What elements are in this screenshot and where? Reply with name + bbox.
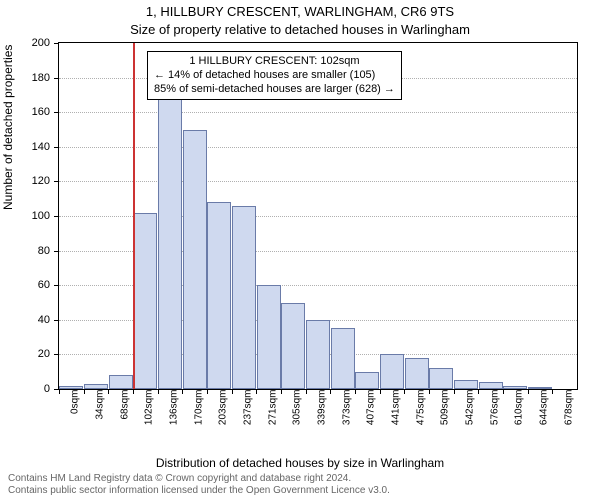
x-tick-label: 136sqm (169, 390, 180, 426)
x-tick-mark (404, 389, 405, 394)
x-tick-label: 339sqm (317, 390, 328, 426)
histogram-bar (133, 213, 157, 389)
x-axis-label: Distribution of detached houses by size … (0, 456, 600, 470)
y-tick-label: 120 (10, 175, 50, 187)
chart-subtitle: Size of property relative to detached ho… (0, 22, 600, 37)
x-tick-label: 407sqm (366, 390, 377, 426)
y-tick-label: 80 (10, 245, 50, 257)
chart-title: 1, HILLBURY CRESCENT, WARLINGHAM, CR6 9T… (0, 4, 600, 19)
x-tick-mark (478, 389, 479, 394)
y-tick-mark (54, 43, 59, 44)
histogram-bar (306, 320, 330, 389)
y-tick-label: 40 (10, 314, 50, 326)
y-axis-ticks: 020406080100120140160180200 (14, 42, 54, 390)
x-tick-label: 644sqm (539, 390, 550, 426)
gridline-h (59, 147, 577, 148)
y-tick-label: 0 (10, 383, 50, 395)
gridline-h (59, 181, 577, 182)
x-tick-label: 170sqm (193, 390, 204, 426)
x-tick-label: 271sqm (267, 390, 278, 426)
y-tick-label: 100 (10, 210, 50, 222)
histogram-bar (331, 328, 355, 389)
x-tick-label: 237sqm (243, 390, 254, 426)
x-tick-mark (306, 389, 307, 394)
x-tick-label: 102sqm (144, 390, 155, 426)
x-tick-mark (503, 389, 504, 394)
y-tick-mark (54, 320, 59, 321)
x-tick-label: 441sqm (391, 390, 402, 426)
annotation-line: ← 14% of detached houses are smaller (10… (154, 69, 395, 83)
histogram-bar (84, 384, 108, 389)
x-tick-mark (182, 389, 183, 394)
footer-attribution: Contains HM Land Registry data © Crown c… (8, 473, 592, 496)
y-tick-mark (54, 78, 59, 79)
x-tick-label: 34sqm (95, 390, 106, 420)
chart-container: 1, HILLBURY CRESCENT, WARLINGHAM, CR6 9T… (0, 0, 600, 500)
y-tick-label: 160 (10, 106, 50, 118)
histogram-bar (503, 386, 527, 389)
x-tick-label: 203sqm (218, 390, 229, 426)
x-tick-mark (528, 389, 529, 394)
y-tick-mark (54, 251, 59, 252)
histogram-bar (109, 375, 133, 389)
y-tick-label: 200 (10, 37, 50, 49)
y-tick-mark (54, 216, 59, 217)
histogram-bar (158, 98, 182, 389)
x-tick-mark (84, 389, 85, 394)
y-tick-label: 180 (10, 72, 50, 84)
x-tick-label: 373sqm (341, 390, 352, 426)
annotation-box: 1 HILLBURY CRESCENT: 102sqm← 14% of deta… (147, 51, 402, 100)
histogram-bar (429, 368, 453, 389)
x-tick-mark (552, 389, 553, 394)
histogram-bar (59, 386, 83, 389)
y-tick-label: 60 (10, 279, 50, 291)
gridline-h (59, 112, 577, 113)
x-tick-label: 576sqm (489, 390, 500, 426)
x-tick-label: 475sqm (415, 390, 426, 426)
y-tick-label: 140 (10, 141, 50, 153)
x-tick-label: 0sqm (70, 390, 81, 414)
histogram-bar (454, 380, 478, 389)
histogram-bar (479, 382, 503, 389)
histogram-bar (405, 358, 429, 389)
plot-area: 0sqm34sqm68sqm102sqm136sqm170sqm203sqm23… (58, 42, 578, 390)
histogram-bar (355, 372, 379, 389)
x-tick-mark (380, 389, 381, 394)
histogram-bar (281, 303, 305, 390)
x-tick-mark (355, 389, 356, 394)
y-tick-mark (54, 354, 59, 355)
footer-line-1: Contains HM Land Registry data © Crown c… (8, 473, 592, 485)
histogram-bar (257, 285, 281, 389)
y-tick-mark (54, 147, 59, 148)
histogram-bar (207, 202, 231, 389)
x-tick-label: 610sqm (514, 390, 525, 426)
x-tick-mark (330, 389, 331, 394)
x-tick-mark (281, 389, 282, 394)
x-tick-label: 509sqm (440, 390, 451, 426)
histogram-bar (183, 130, 207, 390)
x-tick-mark (256, 389, 257, 394)
x-tick-mark (133, 389, 134, 394)
x-tick-label: 542sqm (465, 390, 476, 426)
histogram-bar (380, 354, 404, 389)
footer-line-2: Contains public sector information licen… (8, 485, 592, 497)
x-tick-label: 678sqm (563, 390, 574, 426)
annotation-line: 85% of semi-detached houses are larger (… (154, 83, 395, 97)
x-tick-mark (59, 389, 60, 394)
y-tick-mark (54, 112, 59, 113)
property-marker-line (133, 43, 135, 389)
histogram-bar (232, 206, 256, 389)
y-tick-label: 20 (10, 348, 50, 360)
x-tick-mark (108, 389, 109, 394)
x-tick-mark (454, 389, 455, 394)
y-tick-mark (54, 181, 59, 182)
x-tick-label: 68sqm (119, 390, 130, 420)
x-tick-mark (232, 389, 233, 394)
x-tick-mark (207, 389, 208, 394)
x-tick-mark (429, 389, 430, 394)
y-tick-mark (54, 285, 59, 286)
annotation-line: 1 HILLBURY CRESCENT: 102sqm (154, 55, 395, 69)
x-tick-label: 305sqm (292, 390, 303, 426)
x-tick-mark (158, 389, 159, 394)
